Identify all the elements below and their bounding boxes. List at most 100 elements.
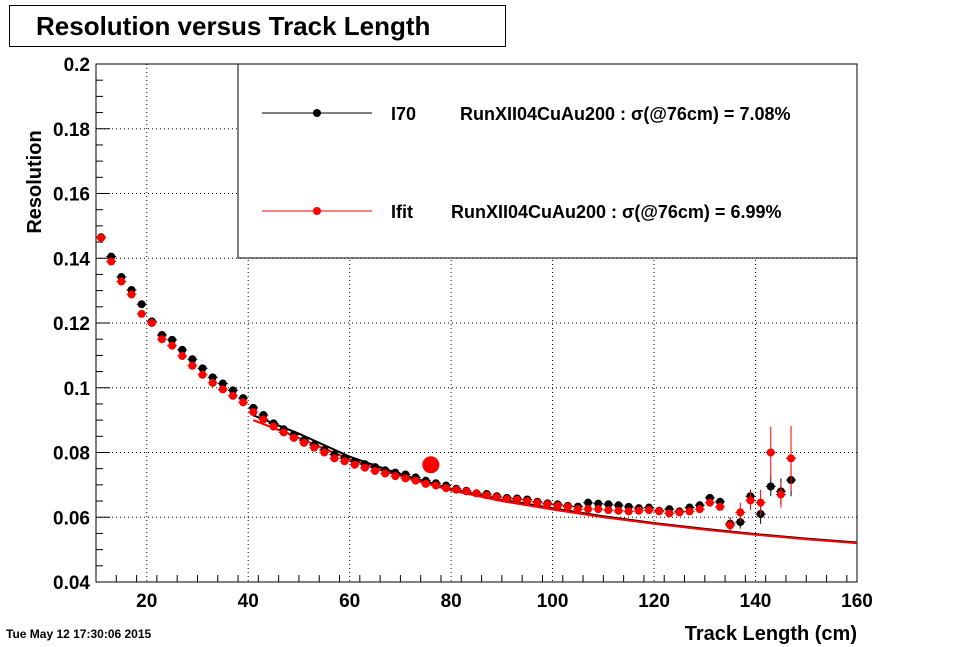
legend-marker-i70 xyxy=(313,109,321,117)
data-point-ifit xyxy=(776,490,785,499)
data-point-ifit xyxy=(147,319,156,327)
x-axis-label: Track Length (cm) xyxy=(685,623,857,645)
data-point-ifit xyxy=(137,309,146,318)
data-point-i70 xyxy=(604,500,613,509)
data-point-ifit xyxy=(228,391,237,400)
legend-name-ifit: Ifit xyxy=(391,202,413,222)
data-point-ifit xyxy=(492,493,501,502)
data-point-i70 xyxy=(178,345,187,354)
y-tick-label: 0.04 xyxy=(53,573,90,594)
data-point-ifit xyxy=(117,277,126,286)
data-point-ifit xyxy=(685,507,694,516)
x-tick-label: 20 xyxy=(136,591,157,612)
data-point-ifit xyxy=(513,495,522,504)
data-point-ifit xyxy=(178,352,187,361)
data-point-ifit xyxy=(614,506,623,515)
data-point-ifit xyxy=(472,489,481,498)
data-point-ifit xyxy=(411,476,420,485)
data-point-ifit xyxy=(168,341,177,350)
x-tick-label: 120 xyxy=(638,591,670,612)
data-point-ifit xyxy=(310,443,319,452)
data-point-ifit xyxy=(705,498,714,507)
data-point-ifit xyxy=(300,438,309,447)
data-point-ifit xyxy=(401,474,410,483)
data-point-ifit xyxy=(320,448,329,457)
data-point-ifit xyxy=(644,506,653,515)
y-tick-label: 0.08 xyxy=(53,444,90,465)
data-point-ifit xyxy=(746,496,755,505)
data-point-i70 xyxy=(228,386,237,395)
y-tick-label: 0.16 xyxy=(53,185,90,206)
legend-text-ifit: RunXII04CuAu200 : σ(@76cm) = 6.99% xyxy=(451,202,781,222)
fit-curve-i70 xyxy=(252,414,858,544)
data-point-ifit xyxy=(249,408,258,417)
x-tick-label: 80 xyxy=(441,591,462,612)
data-point-ifit xyxy=(259,415,268,424)
data-point-ifit xyxy=(675,508,684,517)
data-point-ifit xyxy=(157,335,166,344)
x-tick-label: 160 xyxy=(841,591,873,612)
y-tick-label: 0.2 xyxy=(64,55,90,76)
data-point-ifit xyxy=(533,498,542,507)
data-point-ifit xyxy=(208,378,217,387)
data-point-ifit xyxy=(289,433,298,442)
data-point-ifit xyxy=(421,479,430,488)
data-point-i70 xyxy=(168,335,177,344)
data-point-ifit xyxy=(391,472,400,481)
y-tick-label: 0.14 xyxy=(53,249,90,270)
data-point-ifit xyxy=(716,502,725,511)
x-tick-label: 140 xyxy=(740,591,772,612)
x-tick-label: 40 xyxy=(238,591,259,612)
data-point-ifit xyxy=(584,505,593,514)
data-point-ifit xyxy=(218,385,227,394)
x-axis: 20 40 60 80 100 120 140 160 xyxy=(95,575,873,612)
chart-title: Resolution versus Track Length xyxy=(9,5,506,47)
legend: I70 RunXII04CuAu200 : σ(@76cm) = 7.08% Ifi… xyxy=(237,63,858,259)
legend-text-i70: RunXII04CuAu200 : σ(@76cm) = 7.08% xyxy=(460,104,790,124)
data-point-ifit xyxy=(553,501,562,510)
fit-curve-ifit xyxy=(252,419,858,545)
legend-name-i70: I70 xyxy=(391,104,416,124)
y-tick-label: 0.12 xyxy=(53,314,90,335)
data-point-ifit xyxy=(523,497,532,506)
data-point-ifit xyxy=(624,507,633,516)
data-point-ifit xyxy=(340,457,349,466)
data-point-i70 xyxy=(614,501,623,510)
data-point-ifit xyxy=(452,485,461,494)
reference-marker xyxy=(422,456,440,474)
data-point-ifit xyxy=(695,505,704,514)
data-point-ifit xyxy=(604,506,613,515)
data-point-ifit xyxy=(665,509,674,518)
data-point-ifit xyxy=(239,398,248,407)
data-point-ifit xyxy=(279,428,288,437)
data-point-ifit xyxy=(594,505,603,514)
data-points xyxy=(96,233,797,532)
timestamp: Tue May 12 17:30:06 2015 xyxy=(6,627,152,641)
data-point-ifit xyxy=(127,290,136,299)
data-point-ifit xyxy=(756,498,765,507)
data-point-ifit xyxy=(462,487,471,496)
data-point-ifit xyxy=(269,422,278,431)
data-point-i70 xyxy=(594,499,603,508)
data-point-i70 xyxy=(218,379,227,388)
data-point-ifit xyxy=(431,481,440,490)
data-point-ifit xyxy=(381,469,390,478)
x-tick-label: 100 xyxy=(537,591,569,612)
data-point-ifit xyxy=(502,495,511,504)
data-point-i70 xyxy=(584,498,593,507)
data-point-ifit xyxy=(655,507,664,516)
y-tick-label: 0.1 xyxy=(64,379,91,400)
data-point-ifit xyxy=(634,506,643,515)
fit-curves xyxy=(252,414,858,545)
data-point-ifit xyxy=(766,448,775,457)
data-point-i70 xyxy=(137,300,146,309)
data-point-ifit xyxy=(736,508,745,517)
data-point-ifit xyxy=(573,505,582,514)
y-tick-label: 0.06 xyxy=(53,508,90,529)
legend-box xyxy=(237,63,858,259)
data-point-ifit xyxy=(371,466,380,475)
legend-marker-ifit xyxy=(313,207,321,215)
data-point-ifit xyxy=(188,361,197,370)
data-point-ifit xyxy=(97,233,106,242)
data-point-ifit xyxy=(350,460,359,469)
